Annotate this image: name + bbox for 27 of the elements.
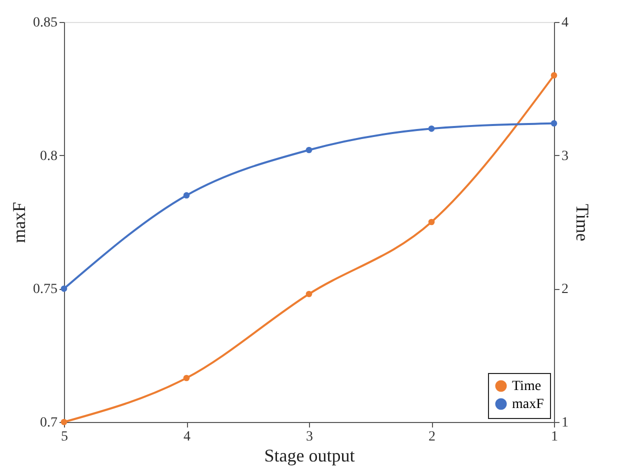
point <box>306 290 312 298</box>
y2-tick-label: 3 <box>562 148 568 164</box>
point <box>550 72 558 78</box>
y2-tick-label: 2 <box>562 282 568 298</box>
y-tick-label: 0.7 <box>40 416 58 430</box>
y2-tick-label: 4 <box>562 16 568 30</box>
y-tick-label: 0.75 <box>33 282 58 298</box>
y2-axis-title: Time <box>572 204 592 242</box>
y-tick-label: 0.8 <box>40 148 58 164</box>
point <box>60 286 68 292</box>
point <box>550 120 558 126</box>
x-tick-label: 1 <box>551 430 558 444</box>
legend-label: maxF <box>512 397 544 412</box>
point <box>183 192 190 198</box>
legend-label: Time <box>512 379 542 394</box>
x-tick-label: 5 <box>61 430 68 444</box>
y2-tick-label: 1 <box>562 416 568 430</box>
y-tick-label: 0.85 <box>33 16 58 30</box>
x-tick-label: 2 <box>428 430 436 444</box>
point <box>183 374 190 382</box>
point <box>428 218 435 226</box>
point <box>306 146 312 154</box>
y-axis-title: maxF <box>9 202 29 244</box>
x-axis-title: Stage output <box>264 446 355 466</box>
x-tick-label: 3 <box>306 430 313 444</box>
point <box>428 126 435 132</box>
x-tick-label: 4 <box>184 430 190 444</box>
